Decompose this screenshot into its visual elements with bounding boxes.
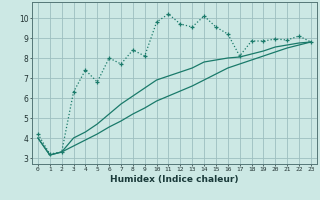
X-axis label: Humidex (Indice chaleur): Humidex (Indice chaleur) (110, 175, 239, 184)
